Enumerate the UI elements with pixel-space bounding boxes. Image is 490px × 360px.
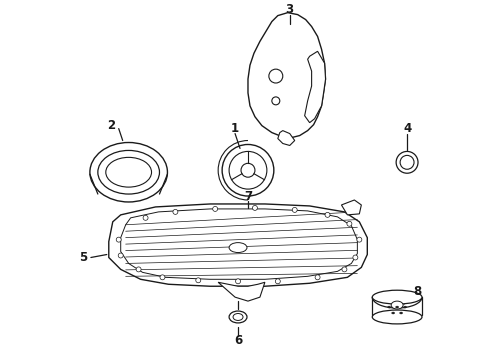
Ellipse shape (136, 267, 141, 272)
Ellipse shape (395, 306, 399, 308)
Ellipse shape (241, 163, 255, 177)
Ellipse shape (236, 279, 241, 284)
Ellipse shape (269, 69, 283, 83)
Ellipse shape (272, 97, 280, 105)
Polygon shape (109, 204, 368, 286)
Ellipse shape (372, 310, 422, 324)
Polygon shape (278, 131, 294, 145)
Polygon shape (248, 13, 325, 138)
Ellipse shape (173, 210, 178, 214)
Ellipse shape (229, 243, 247, 252)
Text: 1: 1 (231, 122, 239, 135)
Ellipse shape (372, 290, 422, 304)
Text: 4: 4 (403, 122, 411, 135)
Ellipse shape (357, 237, 362, 242)
Ellipse shape (275, 279, 280, 284)
Ellipse shape (315, 275, 320, 280)
Text: 6: 6 (234, 334, 242, 347)
Ellipse shape (160, 275, 165, 280)
Ellipse shape (404, 306, 407, 308)
Ellipse shape (229, 152, 267, 189)
Ellipse shape (229, 311, 247, 323)
Ellipse shape (353, 255, 358, 260)
Ellipse shape (325, 212, 330, 217)
Ellipse shape (396, 152, 418, 173)
Text: 5: 5 (79, 251, 87, 264)
Polygon shape (342, 200, 361, 215)
Ellipse shape (143, 215, 148, 220)
Ellipse shape (388, 306, 391, 308)
Polygon shape (305, 51, 325, 123)
Ellipse shape (116, 237, 121, 242)
Ellipse shape (347, 221, 352, 226)
Text: 2: 2 (107, 119, 115, 132)
Ellipse shape (222, 144, 274, 196)
Ellipse shape (118, 253, 123, 258)
Ellipse shape (292, 207, 297, 212)
Ellipse shape (400, 156, 414, 169)
Ellipse shape (392, 312, 394, 314)
Ellipse shape (233, 314, 243, 320)
Ellipse shape (196, 278, 201, 283)
Ellipse shape (400, 312, 403, 314)
Text: 8: 8 (413, 285, 421, 298)
Ellipse shape (90, 143, 168, 202)
Ellipse shape (98, 150, 159, 194)
Ellipse shape (391, 301, 403, 309)
Polygon shape (218, 282, 265, 301)
Ellipse shape (252, 206, 257, 210)
Ellipse shape (213, 206, 218, 211)
Text: 3: 3 (286, 3, 294, 16)
Ellipse shape (342, 267, 347, 272)
Text: 7: 7 (244, 189, 252, 203)
